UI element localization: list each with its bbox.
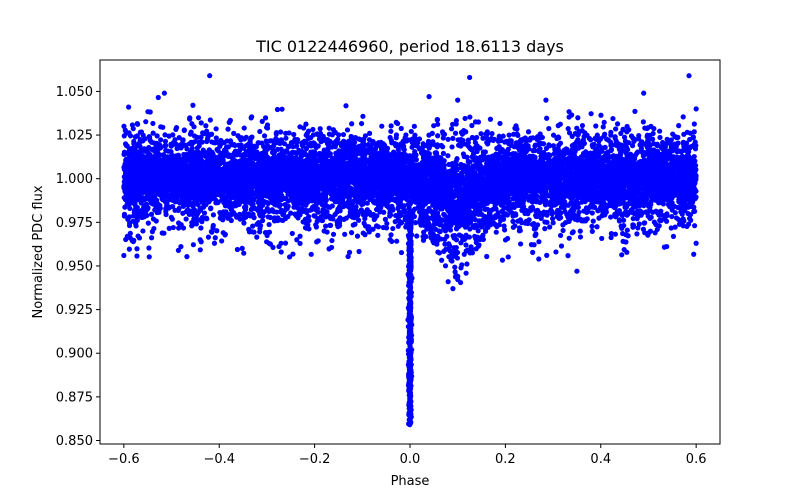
- data-point: [127, 205, 133, 212]
- data-point: [453, 158, 459, 164]
- data-point: [449, 144, 455, 150]
- data-point: [509, 151, 515, 157]
- data-point: [672, 210, 678, 216]
- data-point: [145, 220, 151, 226]
- data-point: [265, 214, 271, 220]
- data-point: [409, 144, 415, 150]
- data-point: [298, 148, 305, 154]
- data-point: [445, 153, 451, 159]
- data-point: [140, 228, 146, 234]
- chart-title: TIC 0122446960, period 18.6113 days: [255, 37, 564, 56]
- data-point: [446, 161, 452, 168]
- data-points: [121, 73, 699, 428]
- data-point: [487, 116, 494, 122]
- data-point: [333, 150, 339, 156]
- data-point: [225, 126, 231, 132]
- data-point: [589, 223, 595, 229]
- data-point: [122, 204, 128, 210]
- data-point: [621, 217, 627, 223]
- data-point: [657, 134, 663, 141]
- data-point: [201, 149, 207, 155]
